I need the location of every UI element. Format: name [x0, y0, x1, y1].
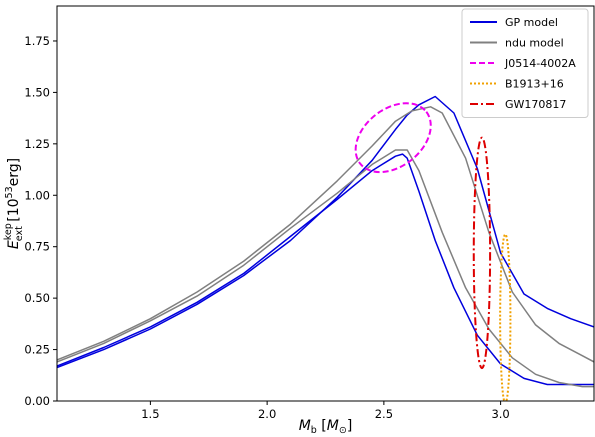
series-line-gp-model-lower — [57, 153, 594, 386]
plot-area — [57, 95, 594, 401]
legend-label: B1913+16 — [505, 78, 564, 91]
contour-gw170817 — [472, 136, 492, 370]
y-tick-label: 1.50 — [24, 85, 50, 99]
y-tick-label: 1.25 — [24, 137, 50, 151]
contour-j0514-4002a — [354, 102, 432, 174]
y-axis-label: Ekepext [1053erg] — [3, 158, 25, 249]
y-tick-label: 1.75 — [24, 34, 50, 48]
series-line-gp-model-upper — [57, 95, 594, 369]
x-tick-label: 1.5 — [141, 407, 159, 421]
legend-label: GP model — [505, 16, 558, 29]
x-tick-label: 2.5 — [375, 407, 393, 421]
y-tick-label: 0.00 — [24, 394, 50, 408]
contour-b1913+16 — [499, 233, 512, 401]
x-tick-label: 2.0 — [258, 407, 276, 421]
y-tick-label: 1.00 — [24, 188, 50, 202]
ticks: 1.5 2.0 2.5 3.0 0.00 0.25 0.50 0.75 1.00 1.25 1.50… — [24, 34, 509, 421]
x-axis-label: Mb [M⊙] — [299, 418, 353, 436]
legend-label: ndu model — [505, 37, 564, 50]
y-tick-label: 0.50 — [24, 291, 50, 305]
y-tick-label: 0.25 — [24, 343, 50, 357]
series-line-ndu-model-lower — [57, 149, 594, 388]
legend-box — [461, 8, 589, 118]
legend-label: GW170817 — [505, 98, 566, 111]
y-tick-label: 0.75 — [24, 240, 50, 254]
x-tick-label: 3.0 — [491, 407, 509, 421]
legend: GP model ndu model J0514-4002A B1913+16 GW17… — [461, 8, 589, 118]
legend-label: J0514-4002A — [504, 57, 576, 70]
series-line-ndu-model-upper — [57, 106, 594, 363]
axes-frame — [56, 5, 595, 402]
